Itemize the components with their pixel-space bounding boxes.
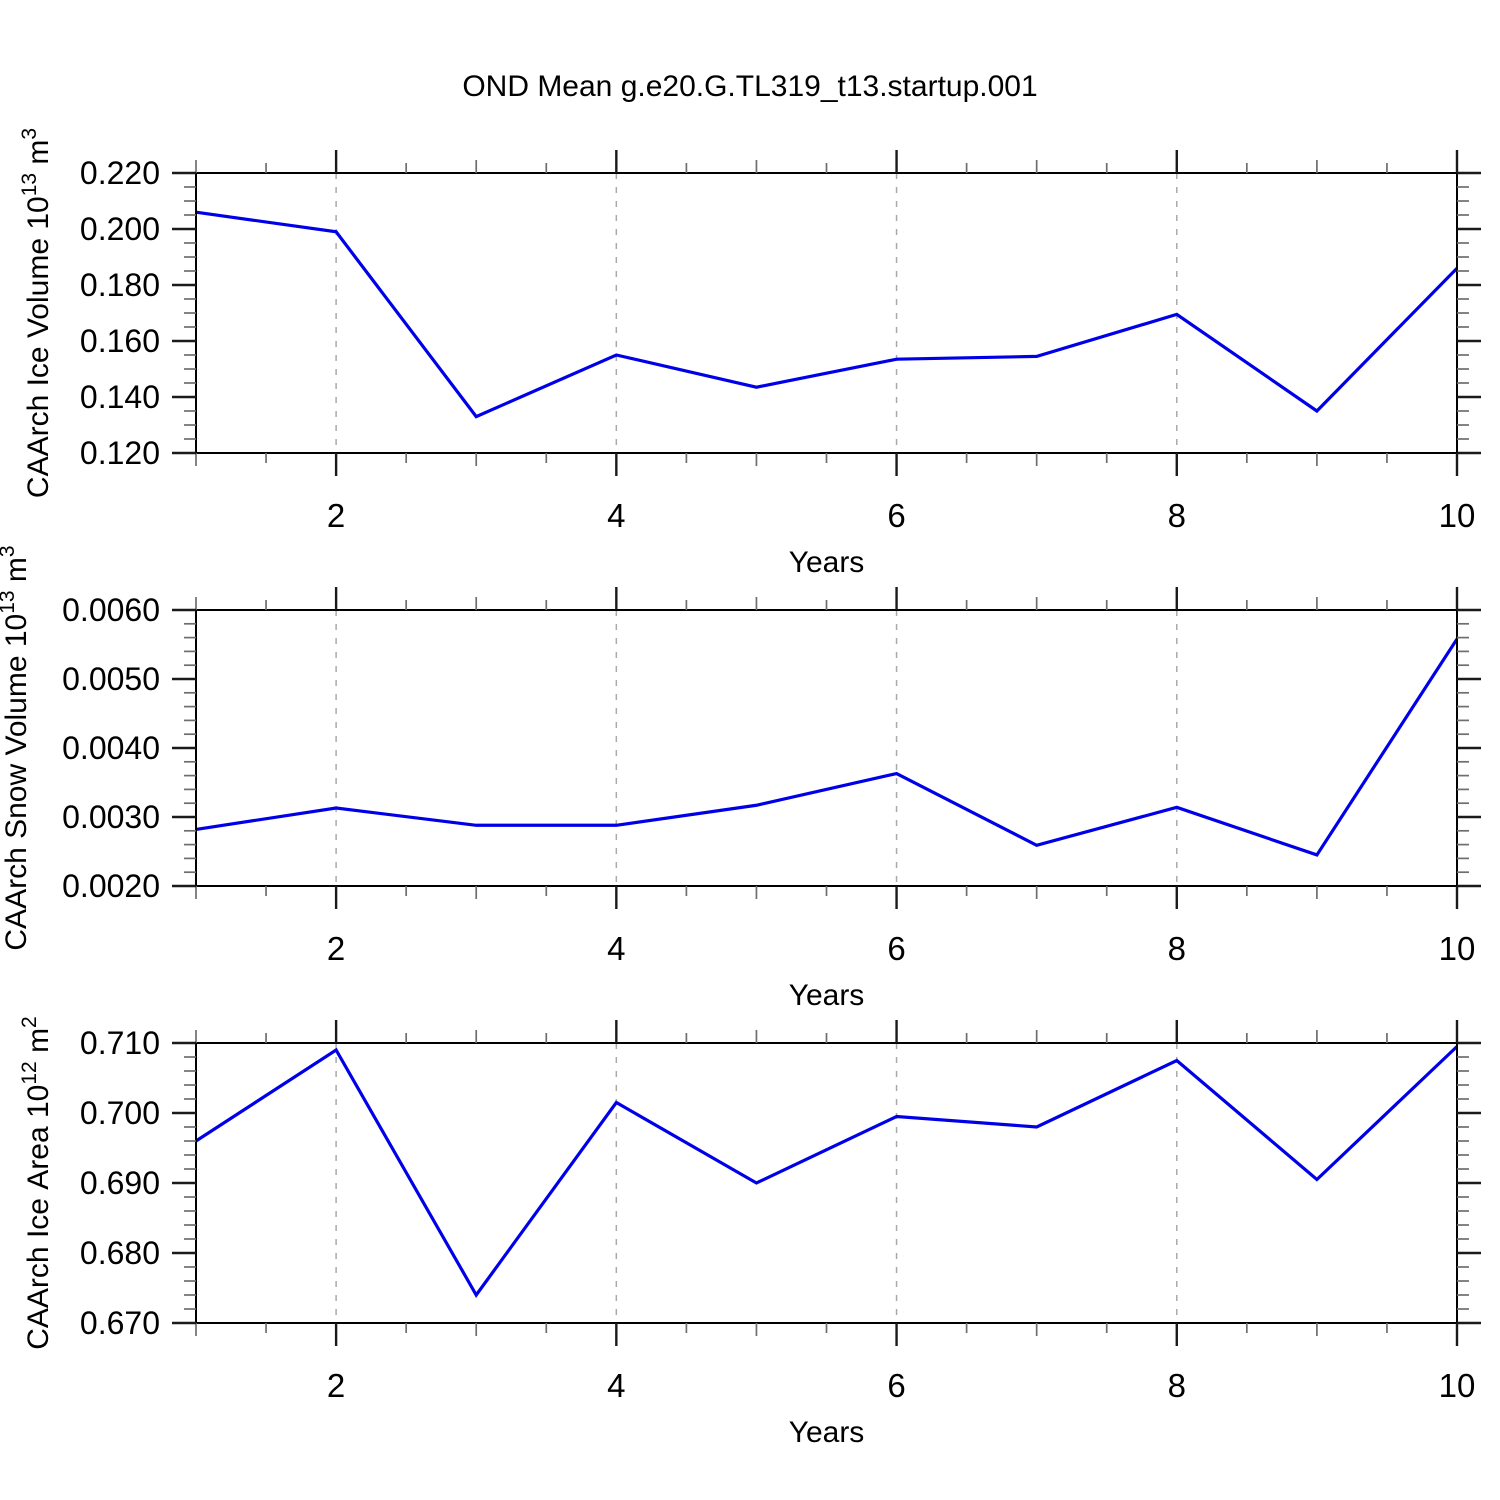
x-tick-label: 8 (1168, 1367, 1186, 1404)
x-axis-title: Years (789, 1416, 865, 1449)
x-tick-label: 8 (1168, 930, 1186, 967)
x-tick-label: 4 (607, 497, 625, 534)
x-tick-label: 10 (1439, 497, 1476, 534)
y-axis-title: CAArch Ice Volume 1013 m3 (18, 128, 55, 498)
y-tick-label: 0.0020 (62, 868, 160, 904)
y-tick-label: 0.680 (80, 1235, 160, 1271)
x-axis-title: Years (789, 979, 865, 1012)
data-line-caarch-ice-area (195, 1045, 1459, 1298)
x-tick-label: 2 (327, 497, 345, 534)
y-tick-label: 0.690 (80, 1165, 160, 1201)
y-tick-label: 0.140 (80, 379, 160, 415)
x-tick-label: 6 (887, 1367, 905, 1404)
x-axis-title: Years (789, 546, 865, 579)
x-tick-label: 8 (1168, 497, 1186, 534)
y-axis-title-text: CAArch Ice Area 10 (22, 1085, 55, 1350)
y-tick-label: 0.220 (80, 155, 160, 191)
data-line-caarch-snow-volume (195, 638, 1459, 857)
y-tick-label: 0.0040 (62, 730, 160, 766)
y-tick-label: 0.0050 (62, 661, 160, 697)
y-tick-label: 0.0060 (62, 592, 160, 628)
x-tick-label: 2 (327, 1367, 345, 1404)
y-tick-label: 0.0030 (62, 799, 160, 835)
plot-frame-caarch-snow-volume (195, 609, 1458, 887)
y-tick-label: 0.670 (80, 1305, 160, 1341)
y-tick-label: 0.180 (80, 267, 160, 303)
chart-title: OND Mean g.e20.G.TL319_t13.startup.001 (462, 70, 1038, 103)
y-axis-title-text: m (22, 1028, 55, 1061)
data-line-caarch-ice-volume (195, 210, 1459, 419)
y-axis-title-superscript: 13 (18, 173, 41, 196)
x-tick-label: 10 (1439, 930, 1476, 967)
y-axis-title-superscript: 12 (18, 1061, 41, 1084)
y-axis-title-superscript: 3 (0, 545, 19, 557)
x-tick-label: 6 (887, 497, 905, 534)
y-axis-title-superscript: 3 (18, 128, 41, 140)
y-axis-title-text: CAArch Snow Volume 10 (0, 614, 33, 951)
x-tick-label: 2 (327, 930, 345, 967)
y-axis-title: CAArch Snow Volume 1013 m3 (0, 545, 33, 950)
y-tick-label: 0.160 (80, 323, 160, 359)
y-axis-title-superscript: 13 (0, 590, 19, 613)
y-axis-title-text: m (22, 140, 55, 173)
y-tick-label: 0.710 (80, 1025, 160, 1061)
plot-frame-caarch-ice-volume (195, 172, 1458, 454)
y-tick-label: 0.120 (80, 435, 160, 471)
y-axis-title-superscript: 2 (18, 1016, 41, 1028)
x-tick-label: 4 (607, 1367, 625, 1404)
y-axis-title-text: CAArch Ice Volume 10 (22, 196, 55, 498)
y-axis-title: CAArch Ice Area 1012 m2 (18, 1016, 55, 1350)
x-tick-label: 10 (1439, 1367, 1476, 1404)
plot-frame-caarch-ice-area (195, 1042, 1458, 1324)
y-tick-label: 0.700 (80, 1095, 160, 1131)
y-axis-title-text: m (0, 557, 33, 590)
y-tick-label: 0.200 (80, 211, 160, 247)
x-tick-label: 4 (607, 930, 625, 967)
x-tick-label: 6 (887, 930, 905, 967)
